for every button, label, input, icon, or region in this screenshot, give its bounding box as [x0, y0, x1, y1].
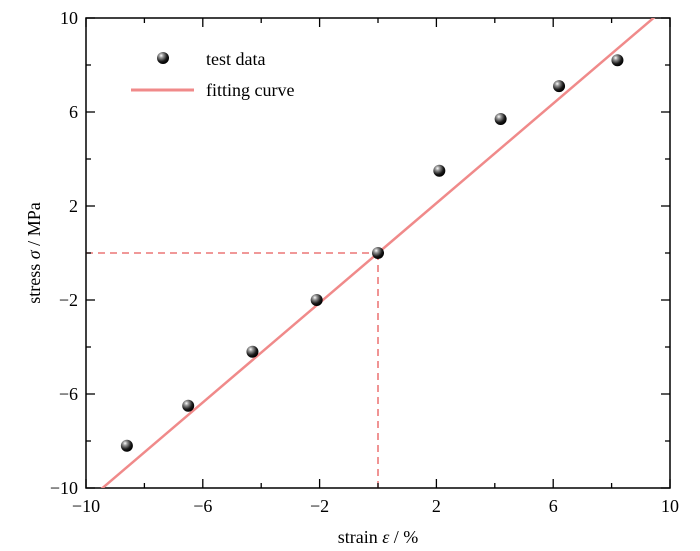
y-tick-label: −10	[50, 478, 78, 498]
legend-label-test-data: test data	[206, 49, 265, 69]
x-tick-label: −2	[310, 496, 329, 516]
data-point	[120, 439, 133, 452]
data-point	[246, 345, 259, 358]
y-tick-label: −6	[59, 384, 78, 404]
data-point	[494, 113, 507, 126]
x-tick-label: 2	[432, 496, 441, 516]
legend-label-fitting-curve: fitting curve	[206, 80, 294, 100]
y-tick-label: 10	[60, 8, 78, 28]
x-tick-label: 10	[661, 496, 679, 516]
data-point	[433, 164, 446, 177]
x-tick-label: 6	[549, 496, 558, 516]
y-tick-label: 6	[69, 102, 78, 122]
data-point	[372, 247, 384, 259]
data-point	[310, 294, 323, 306]
legend: test data fitting curve	[131, 49, 294, 100]
x-tick-label: −6	[193, 496, 212, 516]
y-tick-label: 2	[69, 196, 78, 216]
x-tick-label: −10	[72, 496, 100, 516]
test-data-layer	[120, 54, 624, 452]
reference-lines	[86, 252, 379, 488]
data-point	[553, 80, 566, 93]
legend-marker-test-data	[157, 52, 169, 64]
y-axis-label: stress σ / MPa	[24, 202, 44, 303]
x-axis-label: strain ε / %	[338, 527, 419, 547]
data-point	[611, 54, 624, 67]
x-axis-ticks: −10 −6 −2 2 6 10	[72, 18, 679, 516]
y-axis-ticks: −10 −6 −2 2 6 10	[50, 8, 670, 498]
y-tick-label: −2	[59, 290, 78, 310]
data-point	[182, 399, 195, 412]
